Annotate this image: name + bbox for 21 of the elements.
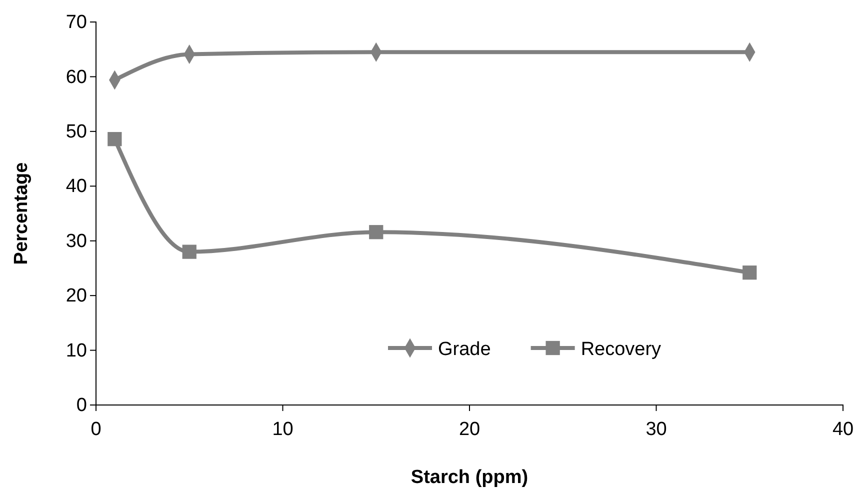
legend-label: Recovery [580,339,662,360]
x-tick-label: 0 [90,418,102,440]
point [369,225,384,240]
x-tick-label: 10 [272,418,294,440]
y-tick-label: 40 [66,176,87,198]
point [182,244,196,259]
point [108,132,122,146]
point [742,266,757,280]
x-tick-label: 30 [646,418,667,440]
x-tick-label: 20 [458,418,480,440]
legend-label: Grade [438,339,491,360]
y-tick-label: 50 [66,122,87,143]
x-axis-title: Starch (ppm) [410,467,528,488]
x-tick-label: 40 [832,418,854,440]
y-axis-title: Percentage [11,162,32,265]
y-tick-label: 20 [66,286,87,307]
y-tick-label: 30 [66,230,87,252]
y-tick-label: 10 [66,340,87,362]
y-tick-label: 60 [66,66,87,88]
y-tick-label: 0 [76,395,87,416]
y-tick-label: 70 [66,12,87,34]
